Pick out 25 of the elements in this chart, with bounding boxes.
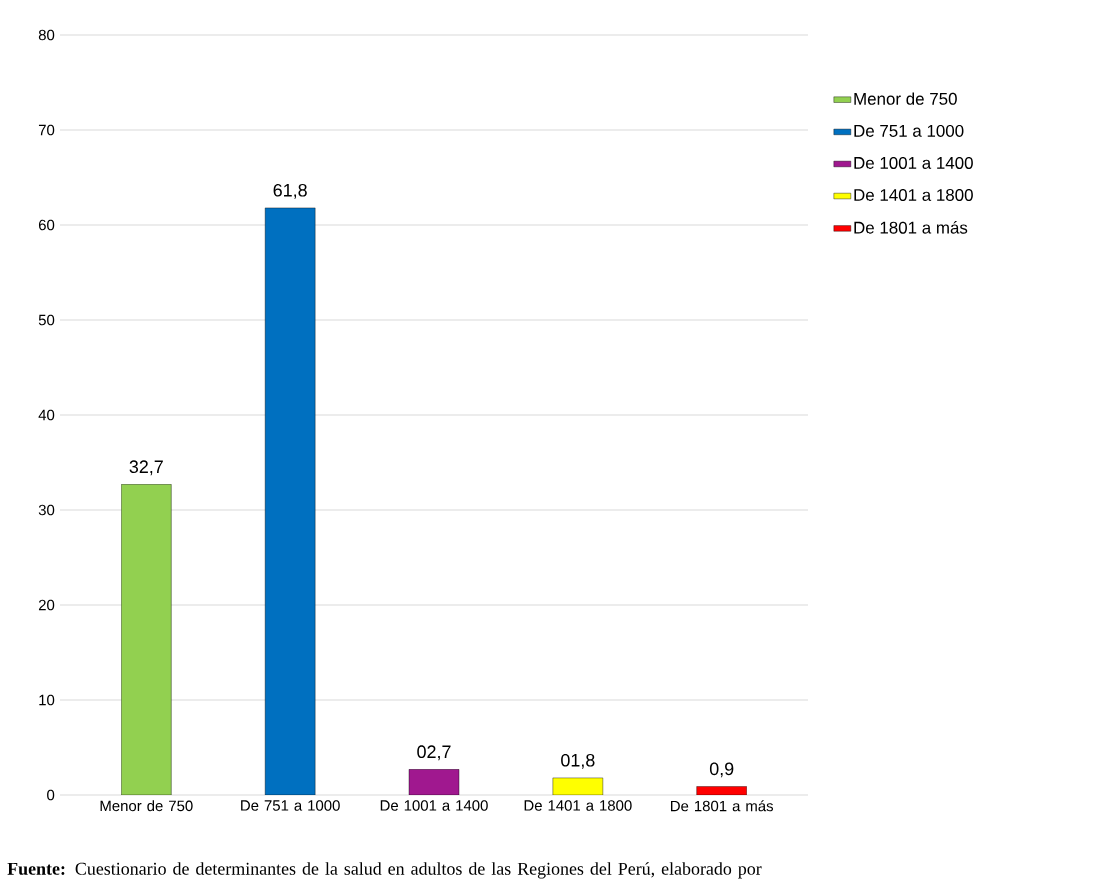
y-tick-label: 50	[38, 314, 55, 326]
x-tick-label: De 1001 a 1400	[380, 800, 488, 811]
y-tick-label: 10	[39, 694, 55, 706]
legend-label: Menor de 750	[854, 92, 957, 105]
y-tick-label: 30	[38, 504, 55, 516]
data-label: 02,7	[417, 745, 451, 761]
data-label: 32,7	[129, 460, 163, 476]
y-tick-label: 40	[38, 409, 55, 421]
data-label: 0,9	[709, 762, 734, 778]
y-tick-label: 80	[38, 29, 55, 41]
y-tick-label: 0	[47, 789, 55, 801]
text: Fuente: Cuestionario de determinantes de la salud en adultos de las Regiones del Perú, elaborado por	[7, 862, 762, 879]
x-tick-label: De 1801 a más	[671, 800, 774, 812]
x-tick-label: Menor de 750	[100, 800, 193, 812]
data-label: 61,8	[273, 183, 307, 199]
legend-label: De 1401 a 1800	[854, 188, 973, 201]
legend-label: De 1801 a más	[854, 221, 968, 234]
legend-label: De 751 a 1000	[854, 124, 964, 137]
y-tick-label: 60	[38, 219, 55, 231]
legend-label: De 1001 a 1400	[854, 156, 973, 169]
y-tick-label: 20	[38, 599, 55, 611]
data-label: 01,8	[561, 753, 595, 769]
x-tick-label: De 1401 a 1800	[524, 800, 632, 811]
y-tick-label: 70	[38, 124, 55, 136]
x-tick-label: De 751 a 1000	[241, 800, 340, 811]
